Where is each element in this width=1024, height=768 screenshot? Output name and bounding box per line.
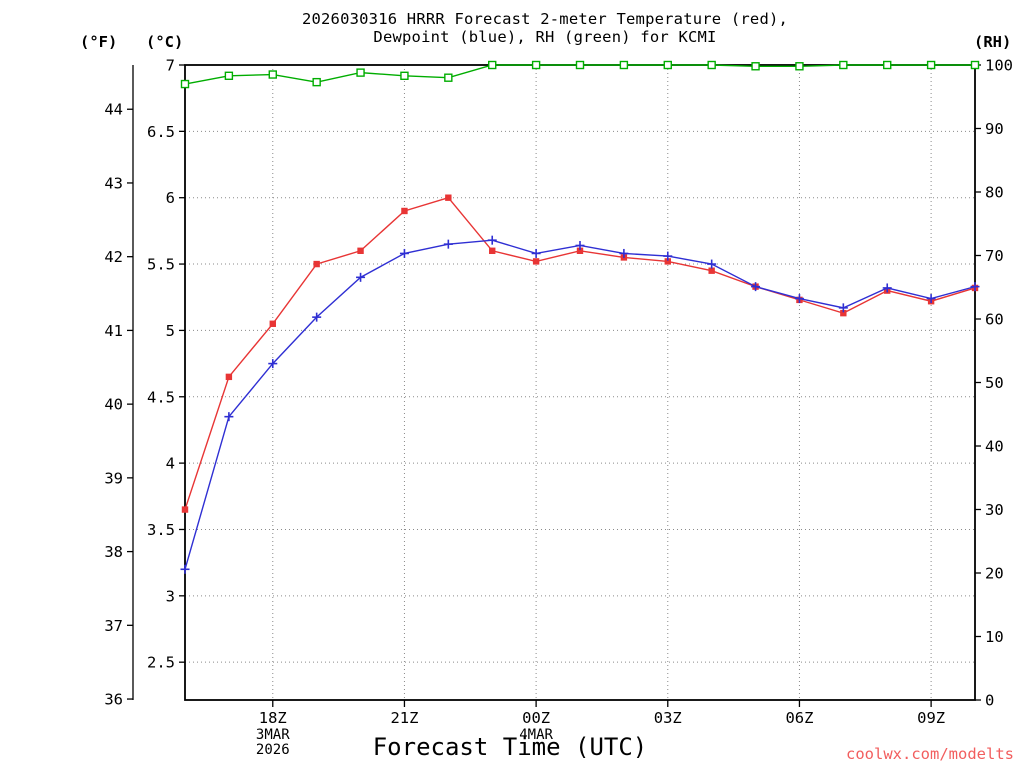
- celsius-tick-label: 4: [166, 455, 175, 473]
- rh-tick-label: 10: [985, 628, 1004, 646]
- celsius-tick-label: 5.5: [147, 256, 175, 274]
- chart-title-line1: 2026030316 HRRR Forecast 2-meter Tempera…: [301, 10, 789, 28]
- marker-filled-square: [489, 247, 496, 254]
- dewpoint-line: [184, 239, 976, 570]
- rh-tick-label: 30: [985, 501, 1004, 519]
- rh-tick-label: 50: [985, 374, 1004, 392]
- marker-open-square: [970, 60, 980, 70]
- x-axis-title: Forecast Time (UTC): [372, 733, 648, 761]
- x-tick-label: 09Z: [917, 709, 945, 727]
- rh-tick-label: 40: [985, 438, 1004, 456]
- marker-open-square: [795, 62, 804, 71]
- marker-open-square: [751, 62, 760, 71]
- rh-tick-label: 60: [985, 311, 1004, 329]
- rh-tick-label: 90: [985, 120, 1004, 138]
- marker-open-square: [180, 79, 190, 89]
- x-tick-label: 06Z: [785, 709, 813, 727]
- marker-open-square: [444, 73, 453, 82]
- rh-tick-label: 0: [985, 692, 994, 710]
- x-tick-label: 00Z: [522, 709, 550, 727]
- chart-title-line2: Dewpoint (blue), RH (green) for KCMI: [373, 28, 717, 46]
- fahrenheit-tick-label: 41: [104, 322, 123, 340]
- celsius-tick-label: 3.5: [147, 521, 175, 539]
- marker-open-square: [224, 71, 234, 80]
- x-tick-label: 18Z: [259, 709, 287, 727]
- fahrenheit-tick-label: 44: [104, 101, 123, 119]
- marker-open-square: [926, 60, 936, 70]
- rh-axis-label: (RH): [974, 33, 1012, 51]
- celsius-tick-label: 4.5: [147, 388, 175, 406]
- celsius-tick-label: 6.5: [147, 123, 175, 141]
- watermark: coolwx.com/modelts: [846, 745, 1014, 763]
- celsius-axis-label: (°C): [146, 33, 184, 51]
- marker-open-square: [839, 60, 848, 70]
- x-date-label: 3MAR: [256, 727, 290, 743]
- marker-filled-square: [840, 309, 847, 317]
- marker-filled-square: [576, 247, 584, 254]
- celsius-tick-label: 6: [166, 189, 175, 207]
- marker-filled-square: [532, 258, 540, 265]
- marker-open-square: [312, 77, 321, 87]
- marker-open-square: [619, 60, 629, 70]
- marker-filled-square: [313, 260, 320, 268]
- fahrenheit-tick-label: 39: [104, 469, 123, 487]
- marker-open-square: [531, 60, 541, 70]
- marker-open-square: [707, 60, 716, 70]
- fahrenheit-tick-label: 43: [104, 174, 123, 192]
- marker-open-square: [883, 60, 892, 70]
- marker-filled-square: [225, 373, 233, 381]
- rh-tick-label: 80: [985, 184, 1004, 202]
- marker-filled-square: [401, 207, 408, 215]
- rh-tick-label: 100: [985, 57, 1013, 75]
- marker-open-square: [575, 60, 585, 70]
- fahrenheit-tick-label: 37: [104, 617, 123, 635]
- marker-open-square: [663, 60, 672, 70]
- marker-filled-square: [445, 194, 452, 201]
- marker-filled-square: [269, 320, 276, 327]
- marker-filled-square: [664, 258, 671, 265]
- fahrenheit-tick-label: 42: [104, 248, 123, 266]
- fahrenheit-axis-label: (°F): [80, 33, 118, 51]
- celsius-tick-label: 3: [166, 587, 175, 605]
- x-tick-label: 03Z: [654, 709, 682, 727]
- x-date-label: 4MAR: [519, 727, 553, 743]
- marker-open-square: [400, 71, 409, 80]
- celsius-tick-label: 5: [166, 322, 175, 340]
- x-tick-label: 21Z: [390, 709, 418, 727]
- marker-open-square: [268, 70, 277, 79]
- celsius-tick-label: 2.5: [147, 654, 175, 672]
- marker-filled-square: [708, 267, 715, 274]
- fahrenheit-tick-label: 38: [104, 543, 123, 561]
- rh-tick-label: 20: [985, 565, 1004, 583]
- marker-open-square: [356, 68, 365, 77]
- marker-open-square: [488, 60, 497, 70]
- fahrenheit-tick-label: 36: [104, 691, 123, 709]
- plot-frame: [184, 64, 976, 701]
- fahrenheit-tick-label: 40: [104, 396, 123, 414]
- marker-filled-square: [181, 506, 189, 513]
- x-date-label: 2026: [256, 742, 290, 758]
- marker-filled-square: [357, 247, 364, 254]
- celsius-tick-label: 7: [166, 57, 175, 75]
- rh-tick-label: 70: [985, 247, 1004, 265]
